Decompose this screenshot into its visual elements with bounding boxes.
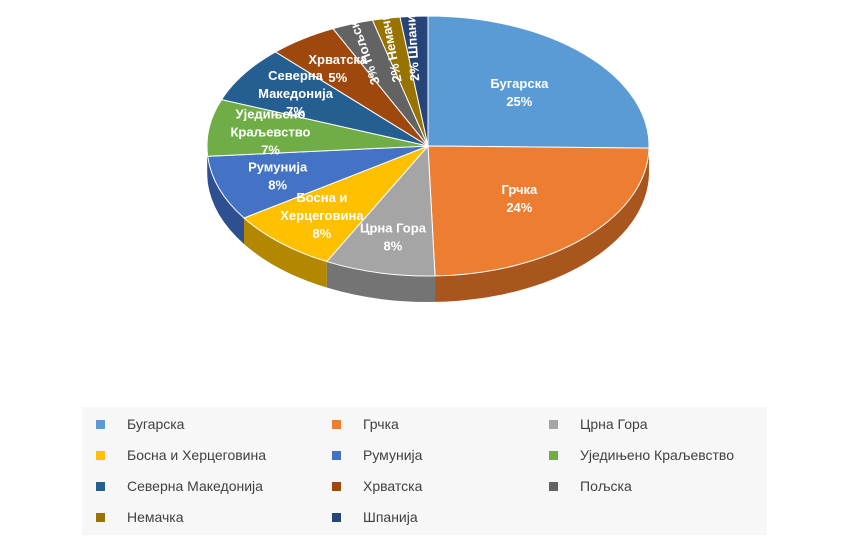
pie-slice-црна-гора xyxy=(325,144,436,277)
legend-item-северна-македонија: Северна Македонија xyxy=(96,476,263,496)
legend-item-грчка: Грчка xyxy=(332,414,399,434)
legend-item-немачка: Немачка xyxy=(96,507,184,527)
pie-label-грчка: Грчка 24% xyxy=(501,182,538,215)
pie-label-percent: 5% xyxy=(328,70,347,85)
legend-label: Румунија xyxy=(363,447,423,463)
pie-label-уједињено-краљевство: Уједињено Краљевство 7% xyxy=(231,107,311,158)
legend-label: Црна Гора xyxy=(580,416,648,432)
pie-label-name: Уједињено xyxy=(236,107,306,122)
pie-side-босна-и-херцеговина xyxy=(244,218,327,288)
legend-label: Бугарска xyxy=(127,416,185,432)
pie-slice-румунија xyxy=(207,145,429,219)
pie-label-бугарска: Бугарска 25% xyxy=(490,76,549,109)
legend-item-босна-и-херцеговина: Босна и Херцеговина xyxy=(96,445,266,465)
pie-label-name: Херцеговина xyxy=(280,208,364,223)
pie-label-name: Црна Гора xyxy=(360,220,427,235)
pie-side-црна-гора xyxy=(326,261,436,302)
legend-label: Немачка xyxy=(127,509,184,525)
legend-label: Северна Македонија xyxy=(127,478,263,494)
pie-chart: Бугарска 25% Грчка 24% Црна Гора 8% Босна и Хер… xyxy=(206,3,650,302)
pie-label-name: Северна xyxy=(268,68,323,83)
legend-item-хрватска: Хрватска xyxy=(332,476,422,496)
pie-label-румунија: Румунија 8% xyxy=(248,160,308,193)
pie-label-шпанија: 2% Шпанија xyxy=(402,3,422,82)
pie-label-percent: 25% xyxy=(506,94,532,109)
legend-swatch xyxy=(549,419,558,429)
chart-legend: Бугарска Грчка Црна Гора Босна и Херцеговин… xyxy=(82,407,767,535)
pie-label-percent: 8% xyxy=(313,226,332,241)
pie-label-percent: 24% xyxy=(506,200,532,215)
legend-swatch xyxy=(549,481,558,491)
legend-swatch xyxy=(549,450,558,460)
pie-side-румунија xyxy=(207,156,245,245)
legend-item-румунија: Румунија xyxy=(332,445,422,465)
legend-swatch xyxy=(96,450,105,460)
pie-sides xyxy=(207,146,649,302)
legend-swatch xyxy=(96,481,105,491)
legend-label: Босна и Херцеговина xyxy=(127,447,267,463)
pie-slice-шпанија xyxy=(399,15,429,147)
pie-label-name: Македонија xyxy=(258,86,334,101)
pie-label-name: Краљевство xyxy=(231,125,311,140)
legend-item-црна-гора: Црна Гора xyxy=(549,414,648,434)
pie-label-црна-гора: Црна Гора 8% xyxy=(360,220,427,253)
pie-slices xyxy=(206,15,650,277)
pie-label-percent: 8% xyxy=(268,178,287,193)
pie-slice-босна-и-херцеговина xyxy=(243,145,429,263)
pie-slice-грчка xyxy=(427,145,650,277)
legend-item-пољска: Пољска xyxy=(549,476,632,496)
legend-label: Пољска xyxy=(580,478,632,494)
pie-label-name: Хрватска xyxy=(308,52,368,67)
legend-swatch xyxy=(332,512,341,522)
pie-label-percent: 7% xyxy=(286,104,305,119)
pie-label-name: Бугарска xyxy=(490,76,549,91)
pie-label-name: Румунија xyxy=(248,160,308,175)
legend-swatch xyxy=(332,450,341,460)
legend-item-бугарска: Бугарска xyxy=(96,414,184,434)
legend-swatch xyxy=(96,419,105,429)
pie-label-северна-македонија: Северна Македонија 7% xyxy=(258,68,334,119)
legend-label: Уједињено Краљевство xyxy=(580,447,734,463)
legend-label: Шпанија xyxy=(363,509,418,525)
legend-swatch xyxy=(332,481,341,491)
pie-label-percent: 8% xyxy=(384,238,403,253)
pie-label-name: Босна и xyxy=(296,190,347,205)
pie-label-name: Грчка xyxy=(501,182,538,197)
legend-label: Грчка xyxy=(363,416,399,432)
pie-slice-бугарска xyxy=(427,15,650,149)
legend-swatch xyxy=(332,419,341,429)
pie-label-босна-и-херцеговина: Босна и Херцеговина 8% xyxy=(280,190,364,241)
pie-side-грчка xyxy=(435,148,649,302)
legend-swatch xyxy=(96,512,105,522)
legend-item-шпанија: Шпанија xyxy=(332,507,418,527)
legend-item-уједињено-краљевство: Уједињено Краљевство xyxy=(549,445,734,465)
pie-label-text: 2% Шпанија xyxy=(402,3,422,82)
pie-label-percent: 7% xyxy=(261,143,280,158)
pie-label-хрватска: Хрватска 5% xyxy=(308,52,368,85)
legend-label: Хрватска xyxy=(363,478,423,494)
